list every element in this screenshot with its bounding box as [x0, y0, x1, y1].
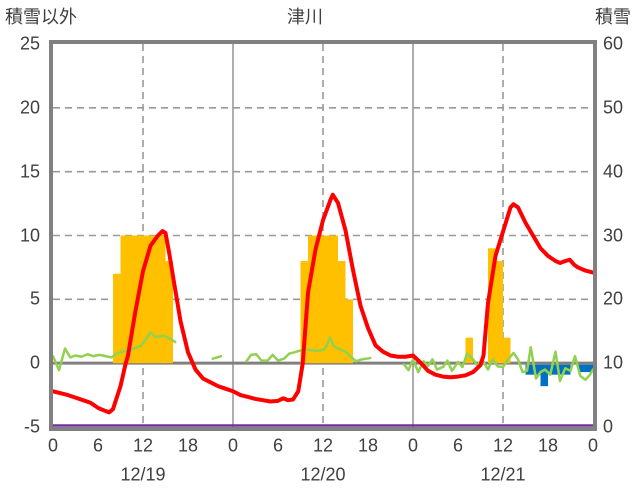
right-axis-title: 積雪: [595, 7, 631, 27]
green-line: [402, 345, 595, 383]
x-date-label: 12/20: [300, 464, 346, 485]
blue-bar: [578, 364, 586, 373]
sunshine-bar: [120, 235, 128, 364]
x-hour-tick: 12: [312, 435, 334, 456]
left-axis-tick: -5: [23, 416, 40, 437]
sunshine-bar: [308, 235, 316, 364]
x-hour-tick: 6: [452, 435, 464, 456]
plot-border: [49, 40, 597, 431]
sunshine-bar: [150, 235, 158, 364]
x-date-label: 12/19: [120, 464, 166, 485]
x-hour-tick: 0: [587, 435, 599, 456]
blue-bar: [585, 364, 593, 373]
sunshine-bar: [315, 235, 323, 364]
x-date-label: 12/21: [480, 464, 526, 485]
right-axis-tick: 40: [603, 161, 624, 182]
sunshine-bar: [345, 299, 353, 364]
x-hour-tick: 0: [407, 435, 419, 456]
left-axis-tick: 20: [19, 97, 40, 118]
sunshine-bar: [143, 235, 151, 364]
x-hour-tick: 18: [357, 435, 379, 456]
x-hour-tick: 0: [227, 435, 239, 456]
x-hour-tick: 6: [92, 435, 104, 456]
chart-title: 津川: [287, 7, 323, 27]
x-hour-tick: 12: [132, 435, 154, 456]
x-hour-tick: 12: [492, 435, 514, 456]
right-axis-tick: 30: [603, 225, 624, 245]
right-axis-tick: 0: [603, 416, 614, 437]
sunshine-bar: [323, 235, 331, 364]
blue-bar: [540, 364, 548, 387]
green-line: [51, 331, 177, 372]
left-axis-tick: 5: [29, 288, 40, 309]
temperature-line: [51, 192, 595, 415]
sunshine-bar: [465, 337, 473, 364]
sunshine-bar: [488, 248, 496, 364]
green-line: [245, 336, 372, 363]
blue-bar: [533, 364, 541, 375]
green-line: [211, 354, 223, 360]
x-hour-tick: 6: [272, 435, 284, 456]
left-axis-tick: 10: [19, 225, 40, 245]
right-axis-tick: 10: [603, 352, 624, 373]
x-hour-tick: 0: [47, 435, 59, 456]
sunshine-bar: [503, 337, 511, 364]
sunshine-bar: [165, 261, 173, 364]
sunshine-bar: [128, 235, 136, 364]
right-axis-tick: 20: [603, 288, 624, 309]
left-axis-tick: 25: [19, 33, 40, 54]
sunshine-bar: [330, 235, 338, 364]
sunshine-bar: [300, 261, 308, 364]
blue-bar: [525, 364, 533, 375]
x-hour-tick: 18: [177, 435, 199, 456]
right-axis-tick: 60: [603, 33, 624, 54]
left-axis-tick: 15: [19, 161, 40, 182]
right-axis-tick: 50: [603, 97, 624, 118]
x-hour-tick: 18: [537, 435, 559, 456]
sunshine-bar: [158, 235, 166, 364]
left-axis-title: 積雪以外: [5, 7, 77, 27]
sunshine-bar: [338, 261, 346, 364]
left-axis-tick: 0: [29, 352, 40, 373]
sunshine-bar: [495, 261, 503, 364]
sunshine-bar: [113, 273, 121, 364]
